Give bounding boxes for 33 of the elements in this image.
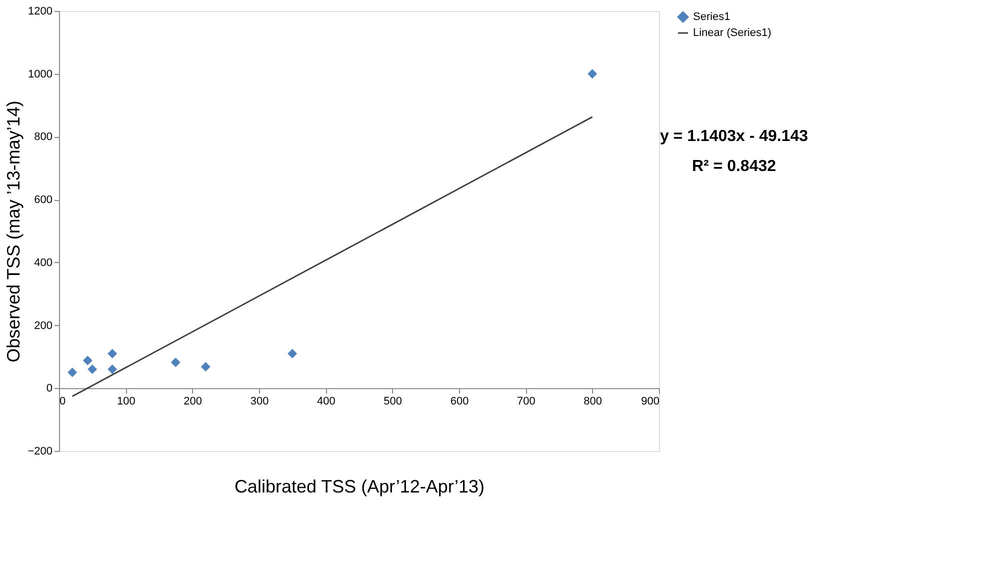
point xyxy=(108,348,118,358)
legend-label: Linear (Series1) xyxy=(693,27,772,39)
point xyxy=(68,368,78,378)
x-tick-label: 0 xyxy=(60,396,66,408)
x-tick-label: 500 xyxy=(384,396,402,408)
text: y = 1.1403x - 49.143 xyxy=(660,128,808,145)
point xyxy=(288,348,298,358)
legend-label: Series1 xyxy=(693,11,730,23)
x-tick-label: 700 xyxy=(516,396,536,408)
point xyxy=(88,364,98,374)
point xyxy=(588,69,598,79)
x-tick-label: 900 xyxy=(641,396,660,408)
x-tick-label: 400 xyxy=(316,396,336,408)
text: R² = 0.8432 xyxy=(692,158,776,175)
y-tick-label: 200 xyxy=(34,320,52,332)
x-tick-label: 300 xyxy=(250,396,269,408)
point xyxy=(170,358,180,368)
y-tick-label: 400 xyxy=(34,256,52,269)
y-tick-label: 1000 xyxy=(28,68,52,80)
x-tick-label: 200 xyxy=(184,396,202,408)
y-tick-label: 600 xyxy=(34,194,52,206)
x-tick-label: 800 xyxy=(584,396,602,408)
y-tick-label: −200 xyxy=(28,446,52,458)
y-axis-title: Observed TSS (may ’13-may’14) xyxy=(4,100,24,362)
x-axis-title: Calibrated TSS (Apr’12-Apr’13) xyxy=(234,476,485,497)
y-tick-label: 1200 xyxy=(28,6,52,18)
point xyxy=(200,362,210,372)
point xyxy=(108,364,118,374)
x-tick-label: 600 xyxy=(450,396,469,408)
y-tick-label: 800 xyxy=(34,131,52,144)
x-tick-label: 100 xyxy=(116,396,136,408)
point xyxy=(82,356,92,366)
y-tick-label: 0 xyxy=(46,382,52,395)
